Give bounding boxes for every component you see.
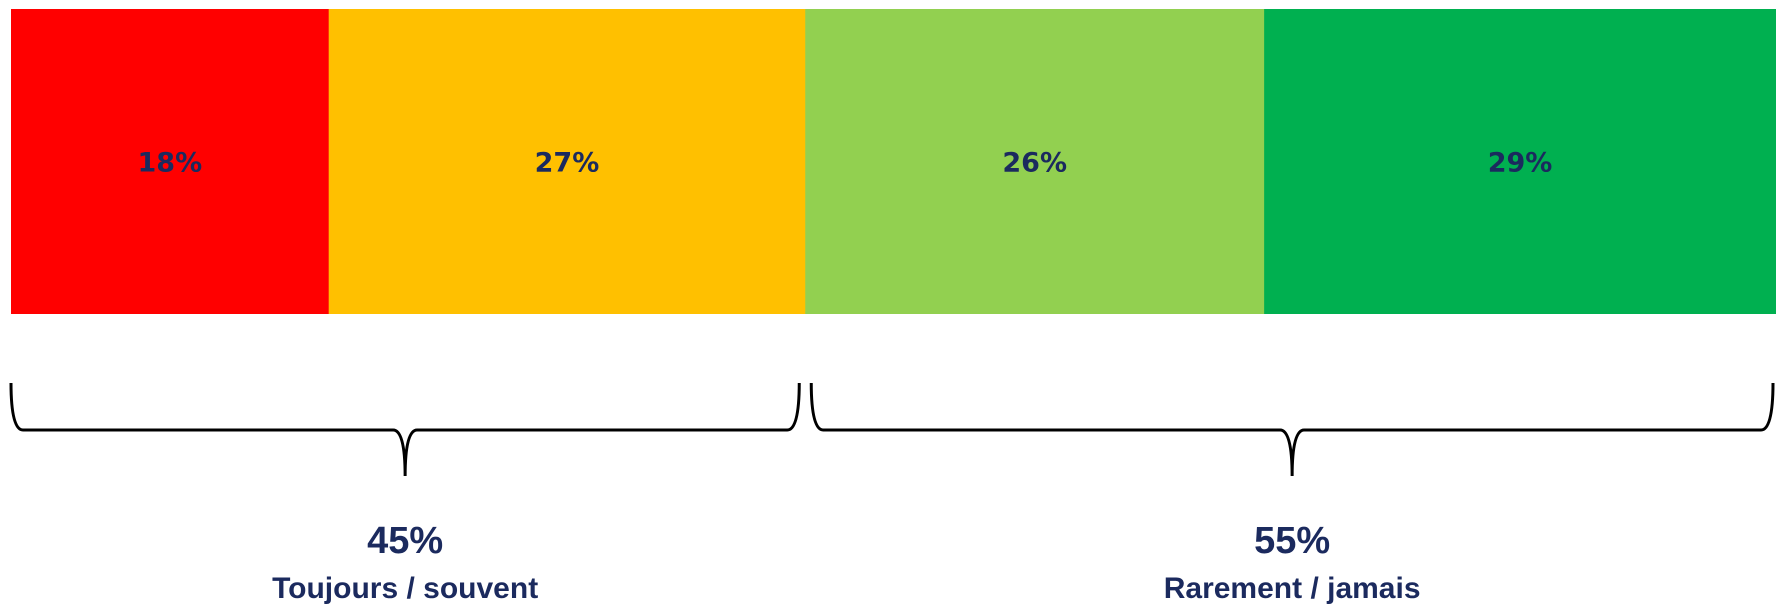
group-brace-2 xyxy=(809,382,1775,477)
group-brace-1 xyxy=(9,382,801,477)
bar-segment-3 xyxy=(805,9,1265,314)
segment-label-1: 18% xyxy=(138,148,203,179)
segment-label-3: 26% xyxy=(1002,148,1067,179)
group-label-1: Toujours / souvent xyxy=(272,572,538,605)
bar-segment-4 xyxy=(1264,9,1776,314)
stacked-bar xyxy=(11,9,1776,314)
bar-segment-2 xyxy=(328,9,806,314)
segment-labels: 18% 27% 26% 29% xyxy=(138,148,1553,179)
group-summaries: 45% Toujours / souvent 55% Rarement / jamai… xyxy=(272,520,1420,605)
group-value-2: 55% xyxy=(1254,520,1330,562)
group-value-1: 45% xyxy=(367,520,443,562)
group-label-2: Rarement / jamais xyxy=(1164,572,1421,605)
group-braces xyxy=(9,382,1775,477)
segment-label-2: 27% xyxy=(535,148,600,179)
segment-label-4: 29% xyxy=(1488,148,1553,179)
bar-segment-1 xyxy=(11,9,330,314)
